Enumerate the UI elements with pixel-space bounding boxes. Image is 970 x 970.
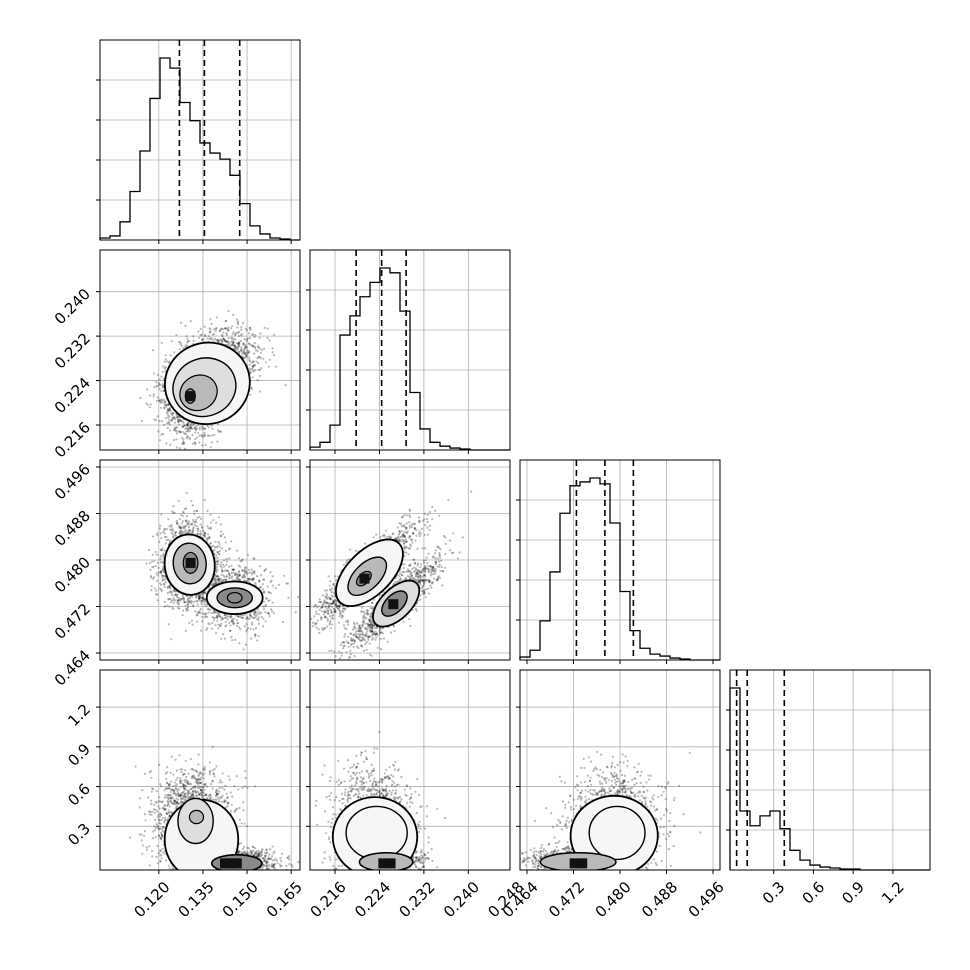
density-panel-1-0 [96,249,301,454]
density-panel-3-1-frame [309,669,511,871]
density-panel-2-1 [306,459,511,664]
density-panel-3-1-contour-1 [345,805,408,861]
density-panel-3-1-peak-1 [385,858,396,869]
density-panel-3-1-peak-0 [378,858,389,869]
density-panel-2-0-frame [99,459,301,661]
density-panel-2-1-body [310,490,473,660]
histogram-panel-1 [306,249,511,454]
histogram-panel-0 [96,39,301,244]
histogram-step-2 [519,477,720,661]
histogram-frame-1 [309,249,511,451]
density-panel-3-0-peak-0 [225,858,236,869]
density-panel-3-0-grid [100,670,300,870]
density-panel-3-2-contour-1 [588,805,646,861]
density-panel-3-0-peak-2 [220,858,230,869]
density-panel-3-2-body [520,750,702,870]
density-panel-2-0-contour-5 [226,591,243,604]
histogram-frame-2 [519,459,721,661]
density-panel-3-2-peak-0 [569,858,580,869]
histogram-panel-3-grid [730,670,930,870]
density-panel-3-2-frame [519,669,721,871]
density-panel-2-0-body [145,491,300,651]
histogram-panel-1-grid [310,250,510,450]
histogram-panel-2 [516,459,721,664]
histogram-frame-3 [729,669,931,871]
histogram-panel-2-grid [520,460,720,660]
density-panel-3-0-frame [99,669,301,871]
density-panel-3-0-body [128,745,300,870]
density-panel-1-0-peak-0 [185,391,196,402]
histogram-step-1 [309,267,510,451]
density-panel-2-0-peak-0 [185,557,196,568]
density-panel-3-1-body [310,731,447,870]
density-panel-1-0-frame [99,249,301,451]
density-panel-3-0-peak-1 [231,858,242,869]
density-panel-2-0 [96,459,301,664]
density-panel-2-1-peak-0 [359,573,370,584]
density-panel-3-0-contour-2 [188,809,205,825]
histogram-frame-0 [99,39,301,241]
density-panel-1-0-body [139,310,287,450]
histogram-panel-3 [726,669,931,874]
density-panel-2-1-frame [309,459,511,661]
histogram-panel-0-grid [100,40,300,240]
density-panel-3-1 [306,669,511,874]
density-panel-2-1-peak-1 [388,599,399,610]
density-panel-3-2 [516,669,721,874]
density-panel-3-0 [96,669,301,874]
density-panel-3-2-peak-1 [577,858,588,869]
histogram-step-0 [99,57,300,241]
